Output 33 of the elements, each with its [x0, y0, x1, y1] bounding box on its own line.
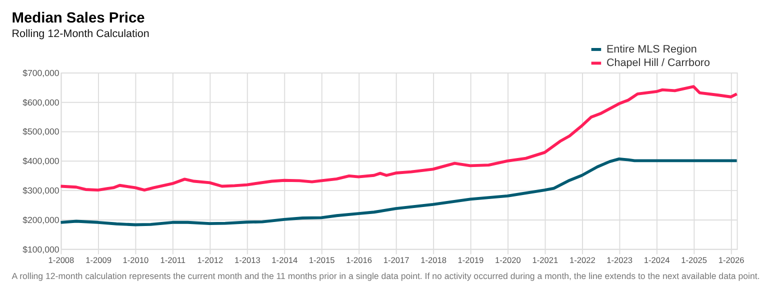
y-tick-label: $100,000 — [22, 244, 60, 254]
x-tick-label: 1-2026 — [718, 255, 745, 266]
chart-subtitle: Rolling 12-Month Calculation — [12, 28, 150, 40]
y-tick-label: $700,000 — [22, 68, 60, 78]
x-tick-label: 1-2023 — [606, 255, 633, 266]
y-tick-label: $300,000 — [22, 186, 60, 196]
x-tick-label: 1-2015 — [308, 255, 336, 266]
x-tick-label: 1-2010 — [122, 255, 150, 266]
chart-title: Median Sales Price — [12, 10, 145, 27]
x-tick-label: 1-2008 — [48, 255, 75, 266]
x-tick-label: 1-2009 — [86, 255, 112, 266]
x-tick-label: 1-2012 — [197, 255, 224, 266]
x-tick-label: 1-2014 — [272, 255, 298, 266]
x-tick-label: 1-2013 — [234, 255, 261, 266]
x-tick-label: 1-2016 — [346, 255, 372, 266]
line-series — [59, 157, 738, 226]
text: A rolling 12-month calculation represents the current month and the 11 months prior in a single data point. If no activity occurred during a month, the line extends to the next available data point. — [12, 271, 760, 282]
y-tick-label: $600,000 — [22, 97, 60, 108]
y-tick-label: $400,000 — [22, 156, 60, 166]
y-tick-label: $500,000 — [22, 126, 60, 137]
legend-label: Chapel Hill / Carrboro — [606, 57, 710, 70]
x-tick-label: 1-2021 — [532, 255, 559, 266]
x-tick-label: 1-2011 — [160, 255, 186, 266]
legend-label: Entire MLS Region — [606, 43, 697, 56]
x-tick-label: 1-2018 — [420, 255, 447, 266]
x-tick-label: 1-2022 — [569, 255, 596, 266]
x-tick-label: 1-2017 — [383, 255, 410, 266]
x-tick-label: 1-2024 — [644, 255, 670, 266]
y-tick-label: $200,000 — [22, 214, 60, 225]
x-tick-label: 1-2020 — [494, 255, 522, 266]
line-series — [59, 85, 738, 192]
x-tick-label: 1-2019 — [458, 255, 484, 266]
x-tick-label: 1-2025 — [681, 255, 708, 266]
